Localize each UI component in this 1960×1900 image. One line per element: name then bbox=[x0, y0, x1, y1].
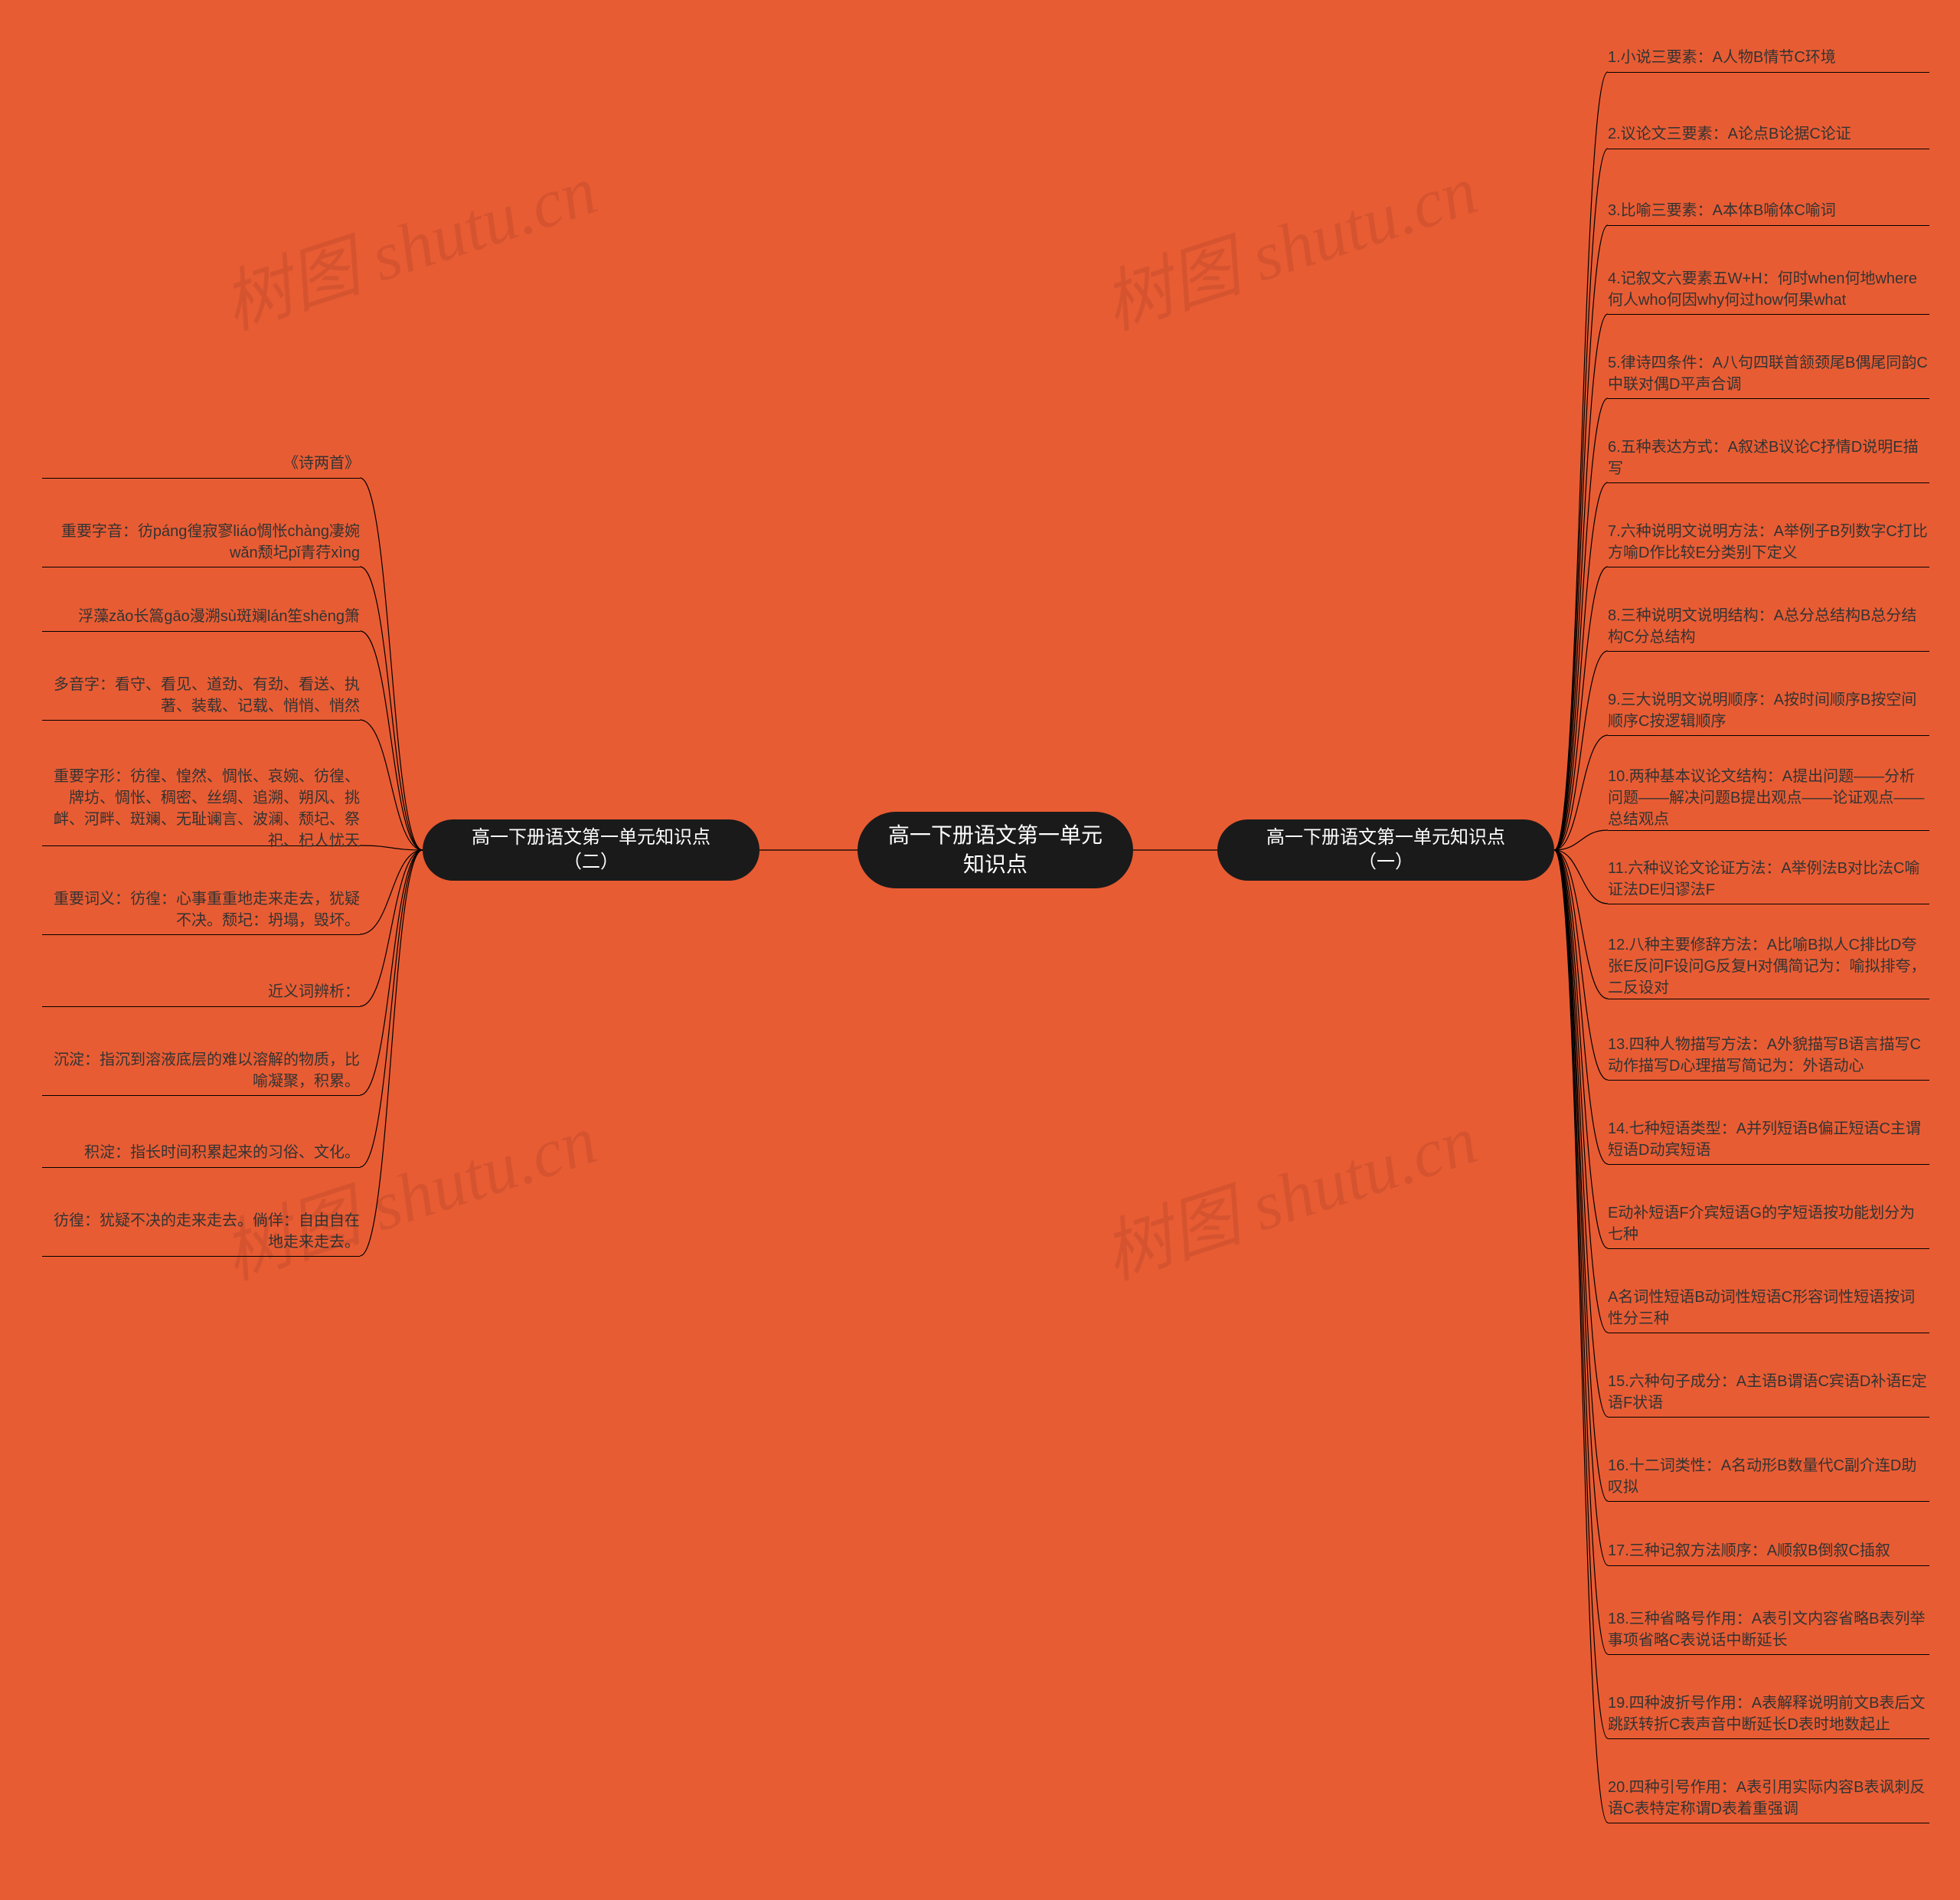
left-leaf-0[interactable]: 《诗两首》 bbox=[42, 452, 360, 475]
left-leaf-5-text: 重要词义：彷徨：心事重重地走来走去，犹疑不决。颓圮：坍塌，毁坏。 bbox=[42, 888, 360, 931]
right-leaf-12-text: 13.四种人物描写方法：A外貌描写B语言描写C动作描写D心理描写简记为：外语动心 bbox=[1608, 1034, 1929, 1077]
left-leaf-9-text: 彷徨：犹疑不决的走来走去。倘佯：自由自在地走来走去。 bbox=[42, 1210, 360, 1253]
right-leaf-2-text: 3.比喻三要素：A本体B喻体C喻词 bbox=[1608, 200, 1836, 221]
right-leaf-8[interactable]: 9.三大说明文说明顺序：A按时间顺序B按空间顺序C按逻辑顺序 bbox=[1608, 689, 1929, 732]
right-leaf-9-text: 10.两种基本议论文结构：A提出问题——分析问题——解决问题B提出观点——论证观… bbox=[1608, 766, 1929, 830]
right-leaf-1[interactable]: 2.议论文三要素：A论点B论据C论证 bbox=[1608, 123, 1929, 146]
right-leaf-21[interactable]: 20.四种引号作用：A表引用实际内容B表讽刺反语C表特定称谓D表着重强调 bbox=[1608, 1777, 1929, 1820]
branch-left-label: 高一下册语文第一单元知识点（二） bbox=[450, 826, 732, 875]
right-leaf-6[interactable]: 7.六种说明文说明方法：A举例子B列数字C打比方喻D作比较E分类别下定义 bbox=[1608, 521, 1929, 564]
right-leaf-5[interactable]: 6.五种表达方式：A叙述B议论C抒情D说明E描写 bbox=[1608, 437, 1929, 479]
right-leaf-21-text: 20.四种引号作用：A表引用实际内容B表讽刺反语C表特定称谓D表着重强调 bbox=[1608, 1777, 1929, 1820]
right-leaf-16[interactable]: 15.六种句子成分：A主语B谓语C宾语D补语E定语F状语 bbox=[1608, 1371, 1929, 1414]
right-leaf-19-text: 18.三种省略号作用：A表引文内容省略B表列举事项省略C表说话中断延长 bbox=[1608, 1608, 1929, 1651]
right-leaf-18-text: 17.三种记叙方法顺序：A顺叙B倒叙C插叙 bbox=[1608, 1540, 1890, 1562]
root-node[interactable]: 高一下册语文第一单元知识点 bbox=[858, 812, 1133, 888]
right-leaf-15[interactable]: A名词性短语B动词性短语C形容词性短语按词性分三种 bbox=[1608, 1287, 1929, 1329]
right-leaf-3-text: 4.记叙文六要素五W+H：何时when何地where何人who何因why何过ho… bbox=[1608, 268, 1929, 311]
right-leaf-13[interactable]: 14.七种短语类型：A并列短语B偏正短语C主谓短语D动宾短语 bbox=[1608, 1118, 1929, 1161]
right-leaf-20-text: 19.四种波折号作用：A表解释说明前文B表后文跳跃转折C表声音中断延长D表时地数… bbox=[1608, 1692, 1929, 1735]
left-leaf-7[interactable]: 沉淀：指沉到溶液底层的难以溶解的物质，比喻凝聚，积累。 bbox=[42, 1049, 360, 1092]
branch-left[interactable]: 高一下册语文第一单元知识点（二） bbox=[423, 819, 760, 881]
left-leaf-8[interactable]: 积淀：指长时间积累起来的习俗、文化。 bbox=[42, 1141, 360, 1164]
left-leaf-1-text: 重要字音：彷páng徨寂寥liáo惆怅chàng凄婉wǎn颓圮pǐ青荇xìng bbox=[42, 521, 360, 564]
right-leaf-4-text: 5.律诗四条件：A八句四联首颔颈尾B偶尾同韵C中联对偶D平声合调 bbox=[1608, 352, 1929, 395]
right-leaf-5-text: 6.五种表达方式：A叙述B议论C抒情D说明E描写 bbox=[1608, 437, 1929, 479]
right-leaf-2[interactable]: 3.比喻三要素：A本体B喻体C喻词 bbox=[1608, 199, 1929, 222]
right-leaf-17[interactable]: 16.十二词类性：A名动形B数量代C副介连D助叹拟 bbox=[1608, 1455, 1929, 1498]
right-leaf-7-text: 8.三种说明文说明结构：A总分总结构B总分结构C分总结构 bbox=[1608, 605, 1929, 648]
left-leaf-3-text: 多音字：看守、看见、道劲、有劲、看送、执著、装载、记载、悄悄、悄然 bbox=[42, 674, 360, 717]
right-leaf-4[interactable]: 5.律诗四条件：A八句四联首颔颈尾B偶尾同韵C中联对偶D平声合调 bbox=[1608, 352, 1929, 395]
right-leaf-20[interactable]: 19.四种波折号作用：A表解释说明前文B表后文跳跃转折C表声音中断延长D表时地数… bbox=[1608, 1692, 1929, 1735]
watermark-2: 树图 shutu.cn bbox=[208, 1084, 606, 1298]
left-leaf-7-text: 沉淀：指沉到溶液底层的难以溶解的物质，比喻凝聚，积累。 bbox=[42, 1049, 360, 1092]
right-leaf-12[interactable]: 13.四种人物描写方法：A外貌描写B语言描写C动作描写D心理描写简记为：外语动心 bbox=[1608, 1034, 1929, 1077]
right-leaf-0[interactable]: 1.小说三要素：A人物B情节C环境 bbox=[1608, 46, 1929, 69]
left-leaf-9[interactable]: 彷徨：犹疑不决的走来走去。倘佯：自由自在地走来走去。 bbox=[42, 1210, 360, 1253]
right-leaf-19[interactable]: 18.三种省略号作用：A表引文内容省略B表列举事项省略C表说话中断延长 bbox=[1608, 1608, 1929, 1651]
right-leaf-15-text: A名词性短语B动词性短语C形容词性短语按词性分三种 bbox=[1608, 1287, 1929, 1329]
right-leaf-1-text: 2.议论文三要素：A论点B论据C论证 bbox=[1608, 123, 1851, 145]
left-leaf-0-text: 《诗两首》 bbox=[283, 453, 360, 474]
right-leaf-3[interactable]: 4.记叙文六要素五W+H：何时when何地where何人who何因why何过ho… bbox=[1608, 268, 1929, 311]
right-leaf-10[interactable]: 11.六种议论文论证方法：A举例法B对比法C喻证法DE归谬法F bbox=[1608, 858, 1929, 901]
right-leaf-6-text: 7.六种说明文说明方法：A举例子B列数字C打比方喻D作比较E分类别下定义 bbox=[1608, 521, 1929, 564]
right-leaf-17-text: 16.十二词类性：A名动形B数量代C副介连D助叹拟 bbox=[1608, 1455, 1929, 1498]
right-leaf-11[interactable]: 12.八种主要修辞方法：A比喻B拟人C排比D夸张E反问F设问G反复H对偶简记为：… bbox=[1608, 934, 1929, 999]
watermark-1: 树图 shutu.cn bbox=[1089, 134, 1487, 348]
right-leaf-18[interactable]: 17.三种记叙方法顺序：A顺叙B倒叙C插叙 bbox=[1608, 1539, 1929, 1562]
left-leaf-5[interactable]: 重要词义：彷徨：心事重重地走来走去，犹疑不决。颓圮：坍塌，毁坏。 bbox=[42, 888, 360, 931]
branch-right[interactable]: 高一下册语文第一单元知识点（一） bbox=[1217, 819, 1554, 881]
right-leaf-14[interactable]: E动补短语F介宾短语G的字短语按功能划分为七种 bbox=[1608, 1202, 1929, 1245]
right-leaf-7[interactable]: 8.三种说明文说明结构：A总分总结构B总分结构C分总结构 bbox=[1608, 605, 1929, 648]
root-node-label: 高一下册语文第一单元知识点 bbox=[885, 821, 1106, 879]
watermark-3: 树图 shutu.cn bbox=[1089, 1084, 1487, 1298]
left-leaf-4[interactable]: 重要字形：彷徨、惶然、惆怅、哀婉、彷徨、牌坊、惆怅、稠密、丝绸、追溯、朔风、挑衅… bbox=[42, 766, 360, 852]
left-leaf-1[interactable]: 重要字音：彷páng徨寂寥liáo惆怅chàng凄婉wǎn颓圮pǐ青荇xìng bbox=[42, 521, 360, 564]
right-leaf-8-text: 9.三大说明文说明顺序：A按时间顺序B按空间顺序C按逻辑顺序 bbox=[1608, 689, 1929, 732]
left-leaf-6-text: 近义词辨析： bbox=[268, 981, 360, 1002]
right-leaf-14-text: E动补短语F介宾短语G的字短语按功能划分为七种 bbox=[1608, 1202, 1929, 1245]
left-leaf-3[interactable]: 多音字：看守、看见、道劲、有劲、看送、执著、装载、记载、悄悄、悄然 bbox=[42, 674, 360, 717]
left-leaf-6[interactable]: 近义词辨析： bbox=[42, 980, 360, 1003]
left-leaf-2[interactable]: 浮藻zǎo长篙gāo漫溯sù斑斓lán笙shēng箫 bbox=[42, 605, 360, 628]
right-leaf-16-text: 15.六种句子成分：A主语B谓语C宾语D补语E定语F状语 bbox=[1608, 1371, 1929, 1414]
right-leaf-13-text: 14.七种短语类型：A并列短语B偏正短语C主谓短语D动宾短语 bbox=[1608, 1118, 1929, 1161]
left-leaf-2-text: 浮藻zǎo长篙gāo漫溯sù斑斓lán笙shēng箫 bbox=[78, 606, 360, 627]
left-leaf-8-text: 积淀：指长时间积累起来的习俗、文化。 bbox=[84, 1142, 360, 1163]
right-leaf-0-text: 1.小说三要素：A人物B情节C环境 bbox=[1608, 47, 1836, 68]
right-leaf-11-text: 12.八种主要修辞方法：A比喻B拟人C排比D夸张E反问F设问G反复H对偶简记为：… bbox=[1608, 934, 1929, 999]
watermark-0: 树图 shutu.cn bbox=[208, 134, 606, 348]
mindmap-canvas: 高一下册语文第一单元知识点 高一下册语文第一单元知识点（一） 高一下册语文第一单元知… bbox=[0, 0, 1960, 1900]
right-leaf-10-text: 11.六种议论文论证方法：A举例法B对比法C喻证法DE归谬法F bbox=[1608, 858, 1929, 901]
left-leaf-4-text: 重要字形：彷徨、惶然、惆怅、哀婉、彷徨、牌坊、惆怅、稠密、丝绸、追溯、朔风、挑衅… bbox=[42, 766, 360, 852]
right-leaf-9[interactable]: 10.两种基本议论文结构：A提出问题——分析问题——解决问题B提出观点——论证观… bbox=[1608, 766, 1929, 830]
branch-right-label: 高一下册语文第一单元知识点（一） bbox=[1245, 826, 1527, 875]
